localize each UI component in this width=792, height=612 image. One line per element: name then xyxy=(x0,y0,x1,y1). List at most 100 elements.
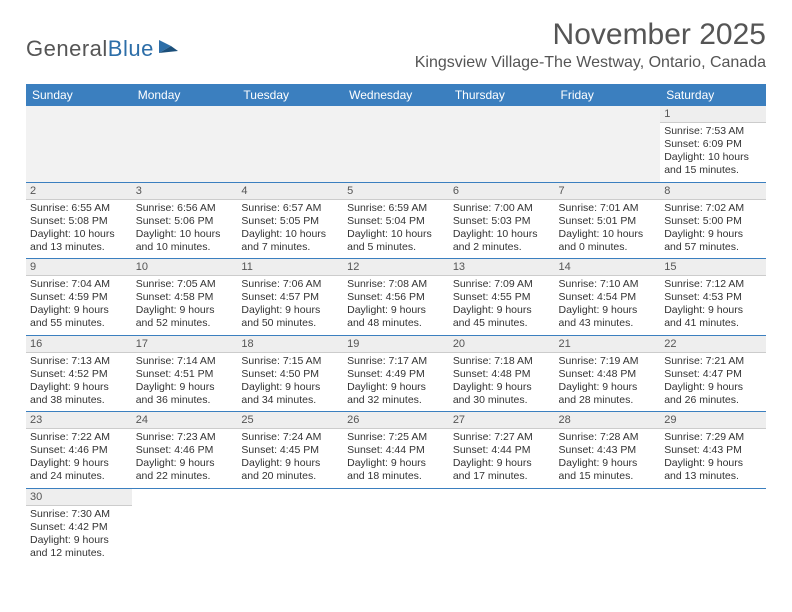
day-number: 18 xyxy=(237,336,343,353)
day-info: Sunrise: 7:08 AMSunset: 4:56 PMDaylight:… xyxy=(347,278,445,331)
calendar-table: Sunday Monday Tuesday Wednesday Thursday… xyxy=(26,84,766,564)
day-number: 17 xyxy=(132,336,238,353)
calendar-cell xyxy=(237,106,343,182)
day-header: Monday xyxy=(132,84,238,106)
day-header-row: Sunday Monday Tuesday Wednesday Thursday… xyxy=(26,84,766,106)
calendar-cell xyxy=(449,106,555,182)
calendar-cell: 23Sunrise: 7:22 AMSunset: 4:46 PMDayligh… xyxy=(26,412,132,489)
calendar-cell xyxy=(237,488,343,564)
calendar-cell xyxy=(26,106,132,182)
day-number: 21 xyxy=(555,336,661,353)
day-number: 30 xyxy=(26,489,132,506)
day-info: Sunrise: 6:57 AMSunset: 5:05 PMDaylight:… xyxy=(241,202,339,255)
day-number: 10 xyxy=(132,259,238,276)
day-number: 22 xyxy=(660,336,766,353)
day-number: 13 xyxy=(449,259,555,276)
day-header: Friday xyxy=(555,84,661,106)
day-number: 28 xyxy=(555,412,661,429)
day-header: Wednesday xyxy=(343,84,449,106)
day-info: Sunrise: 6:55 AMSunset: 5:08 PMDaylight:… xyxy=(30,202,128,255)
day-info: Sunrise: 7:23 AMSunset: 4:46 PMDaylight:… xyxy=(136,431,234,484)
calendar-cell: 28Sunrise: 7:28 AMSunset: 4:43 PMDayligh… xyxy=(555,412,661,489)
day-number: 19 xyxy=(343,336,449,353)
day-info: Sunrise: 7:05 AMSunset: 4:58 PMDaylight:… xyxy=(136,278,234,331)
calendar-cell: 6Sunrise: 7:00 AMSunset: 5:03 PMDaylight… xyxy=(449,182,555,259)
calendar-cell xyxy=(343,488,449,564)
calendar-week: 2 Sunrise: 6:55 AMSunset: 5:08 PMDaylight… xyxy=(26,182,766,259)
day-info: Sunrise: 7:10 AMSunset: 4:54 PMDaylight:… xyxy=(559,278,657,331)
day-number: 7 xyxy=(555,183,661,200)
day-header: Saturday xyxy=(660,84,766,106)
calendar-cell: 19 Sunrise: 7:17 AMSunset: 4:49 PMDayligh… xyxy=(343,335,449,412)
calendar-cell: 12Sunrise: 7:08 AMSunset: 4:56 PMDayligh… xyxy=(343,259,449,336)
calendar-cell: 25 Sunrise: 7:24 AMSunset: 4:45 PMDayligh… xyxy=(237,412,343,489)
calendar-week: 16 Sunrise: 7:13 AMSunset: 4:52 PMDayligh… xyxy=(26,335,766,412)
logo-word1: General xyxy=(26,36,108,61)
calendar-cell: 15 Sunrise: 7:12 AMSunset: 4:53 PMDayligh… xyxy=(660,259,766,336)
calendar-cell: 3 Sunrise: 6:56 AMSunset: 5:06 PMDaylight… xyxy=(132,182,238,259)
title-block: November 2025 Kingsview Village-The West… xyxy=(415,18,766,76)
day-header: Sunday xyxy=(26,84,132,106)
calendar-cell xyxy=(132,488,238,564)
calendar-cell: 10 Sunrise: 7:05 AMSunset: 4:58 PMDayligh… xyxy=(132,259,238,336)
calendar-cell: 14 Sunrise: 7:10 AMSunset: 4:54 PMDayligh… xyxy=(555,259,661,336)
day-number: 14 xyxy=(555,259,661,276)
day-number: 20 xyxy=(449,336,555,353)
flag-icon xyxy=(158,38,180,61)
calendar-cell: 7Sunrise: 7:01 AMSunset: 5:01 PMDaylight… xyxy=(555,182,661,259)
day-info: Sunrise: 7:29 AMSunset: 4:43 PMDaylight:… xyxy=(664,431,762,484)
calendar-cell xyxy=(555,106,661,182)
calendar-cell: 18 Sunrise: 7:15 AMSunset: 4:50 PMDayligh… xyxy=(237,335,343,412)
logo: GeneralBlue xyxy=(26,18,180,62)
calendar-cell: 30Sunrise: 7:30 AMSunset: 4:42 PMDayligh… xyxy=(26,488,132,564)
day-number: 25 xyxy=(237,412,343,429)
day-info: Sunrise: 7:53 AMSunset: 6:09 PMDaylight:… xyxy=(664,125,762,178)
day-info: Sunrise: 7:18 AMSunset: 4:48 PMDaylight:… xyxy=(453,355,551,408)
calendar-week: 1Sunrise: 7:53 AMSunset: 6:09 PMDaylight… xyxy=(26,106,766,182)
calendar-cell: 26 Sunrise: 7:25 AMSunset: 4:44 PMDayligh… xyxy=(343,412,449,489)
day-number: 16 xyxy=(26,336,132,353)
calendar-cell: 27Sunrise: 7:27 AMSunset: 4:44 PMDayligh… xyxy=(449,412,555,489)
calendar-cell: 22Sunrise: 7:21 AMSunset: 4:47 PMDayligh… xyxy=(660,335,766,412)
header: GeneralBlue November 2025 Kingsview Vill… xyxy=(26,18,766,76)
day-number: 2 xyxy=(26,183,132,200)
day-info: Sunrise: 7:12 AMSunset: 4:53 PMDaylight:… xyxy=(664,278,762,331)
calendar-cell: 17 Sunrise: 7:14 AMSunset: 4:51 PMDayligh… xyxy=(132,335,238,412)
calendar-cell: 4Sunrise: 6:57 AMSunset: 5:05 PMDaylight… xyxy=(237,182,343,259)
calendar-week: 30Sunrise: 7:30 AMSunset: 4:42 PMDayligh… xyxy=(26,488,766,564)
calendar-cell xyxy=(449,488,555,564)
day-info: Sunrise: 7:25 AMSunset: 4:44 PMDaylight:… xyxy=(347,431,445,484)
calendar-cell: 13Sunrise: 7:09 AMSunset: 4:55 PMDayligh… xyxy=(449,259,555,336)
day-number: 24 xyxy=(132,412,238,429)
day-number: 6 xyxy=(449,183,555,200)
day-info: Sunrise: 6:56 AMSunset: 5:06 PMDaylight:… xyxy=(136,202,234,255)
day-number: 15 xyxy=(660,259,766,276)
day-number: 11 xyxy=(237,259,343,276)
day-info: Sunrise: 7:13 AMSunset: 4:52 PMDaylight:… xyxy=(30,355,128,408)
calendar-cell: 9Sunrise: 7:04 AMSunset: 4:59 PMDaylight… xyxy=(26,259,132,336)
day-header: Thursday xyxy=(449,84,555,106)
day-info: Sunrise: 7:15 AMSunset: 4:50 PMDaylight:… xyxy=(241,355,339,408)
calendar-cell: 20 Sunrise: 7:18 AMSunset: 4:48 PMDayligh… xyxy=(449,335,555,412)
day-number: 26 xyxy=(343,412,449,429)
calendar-cell: 21 Sunrise: 7:19 AMSunset: 4:48 PMDayligh… xyxy=(555,335,661,412)
calendar-week: 9Sunrise: 7:04 AMSunset: 4:59 PMDaylight… xyxy=(26,259,766,336)
day-info: Sunrise: 7:24 AMSunset: 4:45 PMDaylight:… xyxy=(241,431,339,484)
calendar-cell: 2 Sunrise: 6:55 AMSunset: 5:08 PMDaylight… xyxy=(26,182,132,259)
logo-word2: Blue xyxy=(108,36,154,61)
calendar-cell: 1Sunrise: 7:53 AMSunset: 6:09 PMDaylight… xyxy=(660,106,766,182)
calendar-cell: 29Sunrise: 7:29 AMSunset: 4:43 PMDayligh… xyxy=(660,412,766,489)
calendar-cell xyxy=(660,488,766,564)
day-info: Sunrise: 6:59 AMSunset: 5:04 PMDaylight:… xyxy=(347,202,445,255)
day-info: Sunrise: 7:17 AMSunset: 4:49 PMDaylight:… xyxy=(347,355,445,408)
day-info: Sunrise: 7:19 AMSunset: 4:48 PMDaylight:… xyxy=(559,355,657,408)
day-info: Sunrise: 7:02 AMSunset: 5:00 PMDaylight:… xyxy=(664,202,762,255)
day-number: 27 xyxy=(449,412,555,429)
calendar-cell xyxy=(132,106,238,182)
day-number: 3 xyxy=(132,183,238,200)
calendar-week: 23Sunrise: 7:22 AMSunset: 4:46 PMDayligh… xyxy=(26,412,766,489)
day-number: 23 xyxy=(26,412,132,429)
month-title: November 2025 xyxy=(415,18,766,52)
calendar-cell: 24 Sunrise: 7:23 AMSunset: 4:46 PMDayligh… xyxy=(132,412,238,489)
day-info: Sunrise: 7:14 AMSunset: 4:51 PMDaylight:… xyxy=(136,355,234,408)
